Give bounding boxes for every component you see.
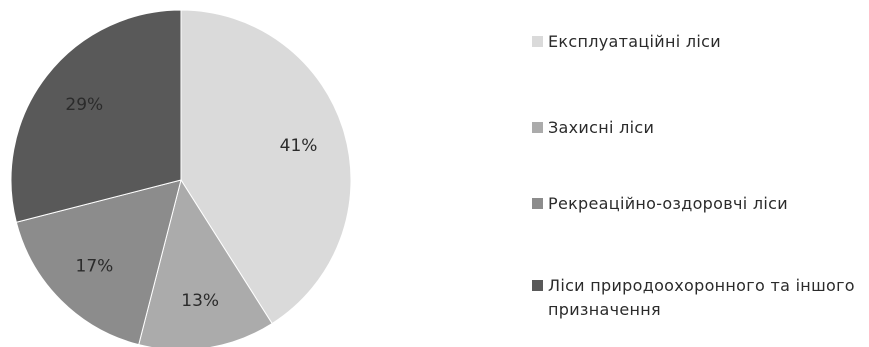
legend-label-protective: Захисні ліси <box>548 118 655 137</box>
pie-slice-exploitation <box>180 9 352 325</box>
legend-label-recreational: Рекреаційно-оздоровчі ліси <box>548 194 788 213</box>
legend-swatch-nature-protection <box>532 280 543 291</box>
legend-item-nature-protection: Ліси природоохоронного та іншого признач… <box>532 274 862 322</box>
pie-label-recreational: 17% <box>76 257 114 277</box>
legend-item-exploitation: Експлуатаційні ліси <box>532 30 862 54</box>
legend-label-exploitation: Експлуатаційні ліси <box>548 32 721 51</box>
legend-swatch-protective <box>532 122 543 133</box>
legend-swatch-recreational <box>532 198 543 209</box>
pie-label-protective: 13% <box>181 291 219 311</box>
pie-label-exploitation: 41% <box>280 136 318 156</box>
legend-swatch-exploitation <box>532 36 543 47</box>
legend-item-recreational: Рекреаційно-оздоровчі ліси <box>532 192 862 216</box>
pie-label-nature-protection: 29% <box>65 95 103 115</box>
legend-label-nature-protection: Ліси природоохоронного та іншого признач… <box>548 276 855 319</box>
pie-slice-nature-protection <box>10 9 182 223</box>
pie-slice-recreational <box>15 179 182 346</box>
legend-item-protective: Захисні ліси <box>532 116 862 140</box>
